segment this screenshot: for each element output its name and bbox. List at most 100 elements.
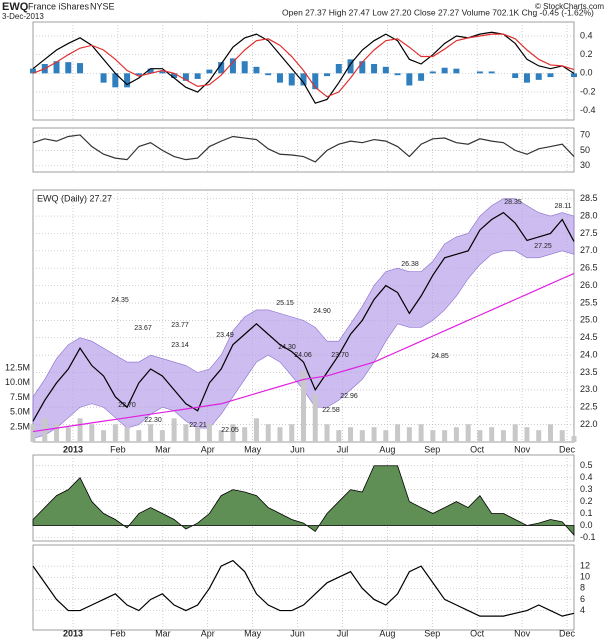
volume-bar [124, 427, 130, 442]
x-tick-label: Jun [290, 628, 305, 638]
histogram-bar [406, 73, 413, 86]
volume-bar [453, 427, 459, 442]
price-annotation: 28.11 [555, 203, 572, 210]
histogram-bar [523, 73, 530, 83]
volume-bar [559, 430, 565, 442]
volume-bar [489, 427, 495, 442]
volume-bar [77, 418, 83, 442]
histogram-bar [206, 69, 213, 74]
volume-bar [336, 430, 342, 442]
y-tick-label: 22.0 [580, 419, 598, 429]
volume-bar [148, 424, 154, 442]
histogram-bar [241, 61, 248, 74]
histogram-bar [324, 73, 331, 77]
y-tick-label: 28.5 [580, 193, 598, 203]
price-annotation: 22.70 [118, 402, 136, 409]
volume-bar [242, 427, 248, 442]
volume-bar [30, 424, 36, 442]
volume-bar [183, 424, 189, 442]
histogram-bar [124, 73, 131, 88]
y-tick-label: 28.0 [580, 210, 598, 220]
x-tick-label: Aug [379, 628, 395, 638]
histogram-bar [171, 73, 178, 78]
volume-bar [442, 430, 448, 442]
histogram-bar [288, 73, 295, 86]
volume-bar [289, 424, 295, 442]
price-annotation: 22.05 [221, 427, 239, 434]
x-tick-label: Sep [424, 628, 440, 638]
volume-bar [65, 427, 71, 442]
x-tick-label: Mar [155, 444, 171, 454]
x-tick-label: 2013 [63, 444, 83, 454]
price-annotation: 23.67 [134, 325, 152, 332]
x-tick-label: Sep [424, 444, 440, 454]
price-annotation: 22.30 [144, 417, 162, 424]
histogram-bar [547, 73, 554, 78]
histogram-bar [30, 68, 36, 74]
volume-tick-label: 12.5M [5, 362, 30, 372]
area [32, 465, 575, 537]
y-tick-label: 10 [580, 572, 590, 582]
x-tick-label: Feb [110, 444, 126, 454]
y-tick-label: 23.0 [580, 384, 598, 394]
fund-name: France iShares [28, 1, 90, 11]
histogram-bar [77, 63, 84, 74]
x-tick-label: Dec [559, 444, 576, 454]
price-annotation: 23.49 [216, 332, 234, 339]
volume-bar [89, 424, 95, 442]
x-tick-label: Jun [290, 444, 305, 454]
line [32, 33, 575, 98]
y-tick-label: 50 [580, 145, 590, 155]
volume-bar [324, 424, 330, 442]
volume-bar [218, 430, 224, 442]
histogram-bar [535, 73, 542, 80]
histogram-bar [253, 66, 260, 74]
histogram-bar [571, 73, 577, 78]
histogram-bar [147, 68, 154, 74]
volume-bar [348, 427, 354, 442]
price-annotation: 24.35 [111, 297, 129, 304]
histogram-bar [394, 73, 401, 76]
histogram-bar [53, 61, 60, 74]
price-annotation: 23.14 [171, 342, 189, 349]
histogram-bar [371, 64, 378, 74]
x-tick-label: Aug [379, 444, 395, 454]
price-annotation: 25.15 [276, 300, 294, 307]
bollinger-band [32, 198, 575, 439]
x-tick-label: 2013 [63, 628, 83, 638]
y-tick-label: 0.0 [580, 68, 593, 78]
y-tick-label: 26.0 [580, 280, 598, 290]
volume-bar [301, 370, 306, 442]
x-tick-label: Jul [337, 628, 349, 638]
y-tick-label: 0.1 [580, 508, 593, 518]
volume-bar [418, 424, 424, 442]
y-tick-label: 0.5 [580, 460, 593, 470]
volume-bar [253, 418, 259, 442]
symbol: EWQ [2, 1, 29, 13]
histogram-bar [276, 73, 283, 83]
y-tick-label: 22.5 [580, 402, 598, 412]
price-annotation: 28.35 [504, 199, 522, 206]
volume-bar [171, 418, 177, 442]
histogram-bar [312, 73, 319, 90]
volume-bar [54, 424, 60, 442]
volume-bar [206, 424, 212, 442]
volume-bar [512, 424, 518, 442]
price-annotation: 22.58 [322, 407, 340, 414]
y-tick-label: 4 [580, 605, 585, 615]
y-tick-label: 25.5 [580, 297, 598, 307]
histogram-bar [100, 73, 107, 83]
volume-bar [359, 430, 365, 442]
x-tick-label: May [244, 628, 262, 638]
histogram-bar [476, 71, 483, 74]
volume-bar [371, 427, 377, 442]
histogram-bar [65, 62, 72, 74]
y-tick-label: 12 [580, 560, 590, 570]
histogram-bar [429, 71, 436, 74]
line [32, 559, 575, 617]
histogram-bar [218, 62, 225, 74]
legend: EWQ (Daily) 27.27 [37, 193, 112, 203]
price-annotation: 24.90 [313, 308, 331, 315]
x-tick-label: Jul [337, 444, 349, 454]
